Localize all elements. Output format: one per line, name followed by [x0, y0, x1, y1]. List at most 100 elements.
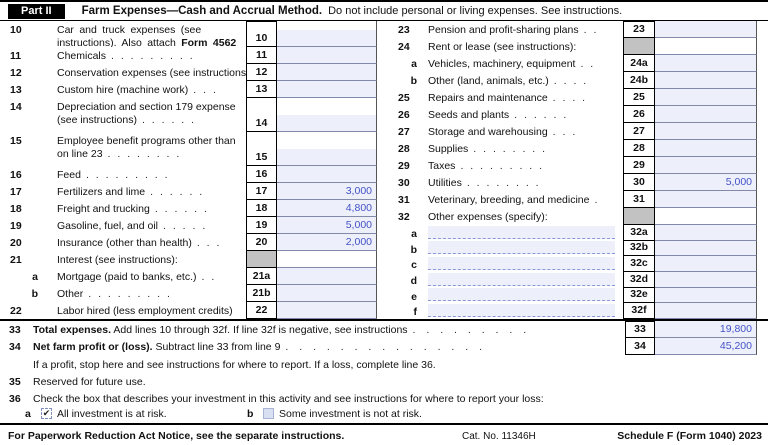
check-mark-icon: ✔ [42, 408, 51, 418]
label-segment: Vehicles, machinery, equipment [428, 58, 576, 70]
expense-row-32d: d 32d [390, 272, 768, 288]
line-box-19: 19 [246, 217, 277, 234]
label-segment: Seeds and plants [428, 109, 510, 121]
amount-field-30[interactable]: 5,000 [655, 174, 757, 191]
other-expense-desc-field-32d[interactable] [428, 272, 615, 286]
amount-field-13[interactable] [277, 81, 377, 98]
right-margin [757, 225, 768, 241]
label-text: Seeds and plants . . . . . . [428, 109, 566, 122]
amount-field-32a[interactable] [655, 225, 757, 241]
line-box-30: 30 [623, 174, 655, 191]
amount-field-14[interactable] [277, 98, 377, 132]
amount-field-31[interactable] [655, 191, 757, 208]
other-expense-desc-field-32c[interactable] [428, 257, 615, 271]
checkbox-some-investment-not-at-risk[interactable] [263, 408, 274, 419]
amount-field-11[interactable] [277, 47, 377, 64]
line-label [428, 303, 623, 319]
amount-field-21a[interactable] [277, 268, 377, 285]
amount-field-28[interactable] [655, 140, 757, 157]
other-expense-desc-field-32b[interactable] [428, 241, 615, 255]
line-box-34: 34 [625, 338, 655, 355]
amount-field-32f[interactable] [655, 303, 757, 320]
amount-value [372, 163, 376, 165]
line-box-28: 28 [623, 140, 655, 157]
amount-field-21b[interactable] [277, 285, 377, 302]
amount-field-32c[interactable] [655, 256, 757, 273]
amount-field-16[interactable] [277, 166, 377, 183]
section-title: Farm Expenses—Cash and Accrual Method. [81, 5, 323, 17]
line-box-20: 20 [246, 234, 277, 251]
row-36-checkboxes: a ✔ All investment is at risk. b Some in… [0, 406, 768, 421]
amount-field-19[interactable]: 5,000 [277, 217, 377, 234]
label-segment: (see instructions) [57, 113, 137, 126]
line-label: Net farm profit or (loss). Subtract line… [33, 338, 625, 355]
right-expense-column: 23 Pension and profit-sharing plans. . 23 2… [390, 21, 768, 320]
leader-dots: . [594, 194, 598, 206]
amount-field-25[interactable] [655, 89, 757, 106]
line-label: Other (land, animals, etc.) . . . . [428, 72, 623, 89]
non-entry-cell-24 [655, 38, 757, 55]
amount-field-17[interactable]: 3,000 [277, 183, 377, 200]
line-label: Utilities . . . . . . . . [428, 174, 623, 191]
amount-field-10[interactable] [277, 21, 377, 47]
amount-field-34[interactable]: 45,200 [655, 338, 757, 355]
gray-cell-21 [246, 251, 277, 268]
line-number: 22 [10, 305, 22, 317]
amount-field-18[interactable]: 4,800 [277, 200, 377, 217]
amount-field-24a[interactable] [655, 55, 757, 72]
right-margin [757, 256, 768, 272]
line-box-32b: 32b [623, 240, 655, 257]
other-expense-desc-field-32a[interactable] [428, 225, 615, 239]
other-expense-desc-field-32e[interactable] [428, 288, 615, 302]
amount-field-29[interactable] [655, 157, 757, 174]
line-label [428, 256, 623, 272]
checkbox-all-investment-at-risk[interactable]: ✔ [41, 408, 52, 419]
amount-field-32e[interactable] [655, 287, 757, 304]
sub-letter: a [25, 407, 31, 420]
line-box-13: 13 [246, 81, 277, 98]
amount-field-33[interactable]: 19,800 [655, 321, 757, 338]
amount-value [372, 129, 376, 131]
amount-value [655, 269, 756, 271]
line-box-21a: 21a [246, 268, 277, 285]
line-label [428, 241, 623, 257]
amount-value [372, 44, 376, 46]
expense-row-15: 15 Employee benefit programs other than on… [0, 132, 377, 166]
line-box-15: 15 [246, 132, 277, 166]
expense-row-18: 18 Freight and trucking . . . . . . 18 4,800 [0, 200, 377, 217]
amount-field-23[interactable] [655, 21, 757, 38]
amount-value: 4,800 [345, 202, 372, 214]
line-number: 34 [9, 341, 21, 353]
line-box-32d: 32d [623, 272, 655, 288]
amount-field-20[interactable]: 2,000 [277, 234, 377, 251]
amount-value [655, 52, 756, 54]
line-label: Fertilizers and lime . . . . . . [57, 183, 246, 200]
expense-row-23: 23 Pension and profit-sharing plans . . 23 [390, 21, 768, 38]
amount-field-24b[interactable] [655, 72, 757, 89]
amount-value [277, 61, 376, 63]
amount-field-26[interactable] [655, 106, 757, 123]
label-text: Other (land, animals, etc.) . . . . [428, 75, 586, 88]
non-entry-cell-21 [277, 251, 377, 268]
amount-value [655, 137, 756, 139]
label-segment: Chemicals [57, 50, 107, 62]
amount-field-32b[interactable] [655, 240, 757, 257]
leader-dots: . . . . . [162, 220, 206, 232]
leader-dots: . . . . [553, 75, 587, 87]
amount-field-27[interactable] [655, 123, 757, 140]
leader-dots: . . . . [552, 92, 586, 104]
line-number: 14 [10, 101, 22, 113]
amount-field-15[interactable] [277, 132, 377, 166]
leader-dots: . . . . . . . . [466, 177, 539, 189]
amount-field-32d[interactable] [655, 272, 757, 288]
amount-value [655, 300, 756, 302]
expense-row-32e: e 32e [390, 287, 768, 304]
expense-row-26: 26 Seeds and plants . . . . . . 26 [390, 106, 768, 123]
other-expense-desc-field-32f[interactable] [428, 304, 615, 318]
amount-field-22[interactable] [277, 302, 377, 319]
line-label: Check the box that describes your invest… [33, 393, 544, 405]
amount-field-12[interactable] [277, 64, 377, 81]
amount-entry-area [277, 149, 376, 165]
line-label: Reserved for future use. [33, 376, 146, 388]
leader-dots: . . . [193, 84, 216, 96]
